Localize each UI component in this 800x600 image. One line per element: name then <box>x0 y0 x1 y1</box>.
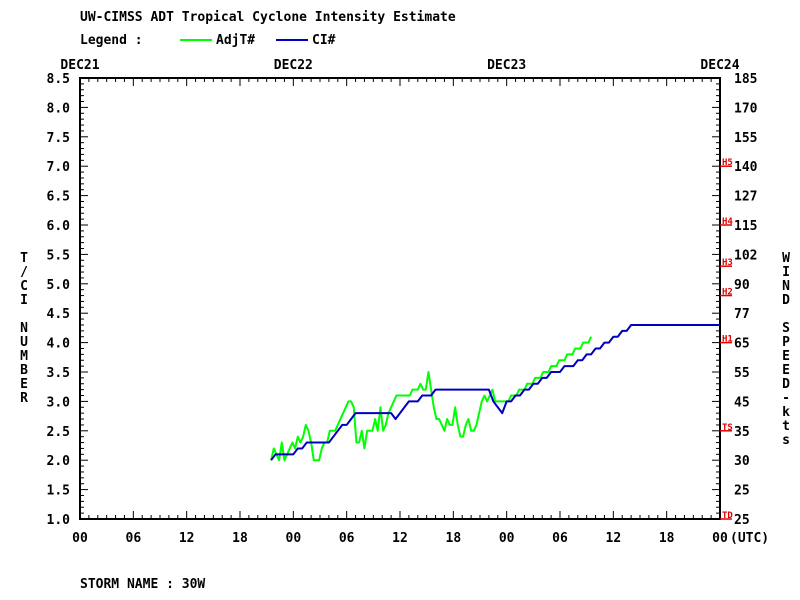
category-marker-label: H4 <box>722 217 733 227</box>
wind-axis-label-char: D <box>782 377 790 392</box>
ci-series-line <box>270 323 720 461</box>
wind-axis-label-char: t <box>782 419 790 434</box>
wind-axis-label-char: k <box>782 405 790 420</box>
wind-tick-label: 115 <box>734 219 757 234</box>
category-marker-label: H5 <box>722 158 733 168</box>
y-tick-label: 5.0 <box>47 278 71 293</box>
y-axis-label-char: R <box>20 391 28 406</box>
x-tick-label: 00 <box>286 531 302 546</box>
y-axis-left: 1.0 1.5 2.0 2.5 3.0 3.5 4.0 4.5 5.0 5.5 6.0 6.5 7.0 7… <box>47 72 720 528</box>
y-axis-label-char: I <box>20 293 28 308</box>
y-tick-label: 1.5 <box>47 484 70 499</box>
y-tick-label: 2.0 <box>47 454 71 469</box>
x-tick-label: 18 <box>232 531 248 546</box>
y-tick-label: 3.0 <box>47 395 71 410</box>
y-tick-label: 5.5 <box>47 248 70 263</box>
category-marker-label: TS <box>722 423 733 433</box>
wind-tick-label: 185 <box>734 72 757 87</box>
x-tick-label: 00 <box>712 531 728 546</box>
x-tick-label: 06 <box>339 531 355 546</box>
category-markers: TD TS H1 H2 H3 H4 H5 <box>720 158 733 521</box>
y-axis-label-char: E <box>20 377 28 392</box>
wind-tick-label: 127 <box>734 190 757 205</box>
wind-axis-label-char: E <box>782 363 790 378</box>
wind-tick-label: 90 <box>734 278 750 293</box>
date-labels: DEC21 DEC22 DEC23 DEC24 <box>60 58 739 73</box>
date-label: DEC21 <box>60 58 99 73</box>
wind-axis-label-char: - <box>782 391 790 406</box>
y-axis-label-char: / <box>20 265 28 280</box>
y-tick-label: 6.0 <box>47 219 71 234</box>
y-tick-label: 4.5 <box>47 307 70 322</box>
series-lines <box>270 323 720 462</box>
y-tick-label: 2.5 <box>47 425 70 440</box>
x-tick-label: 06 <box>552 531 568 546</box>
wind-axis-label-char: D <box>782 293 790 308</box>
chart-title: UW-CIMSS ADT Tropical Cyclone Intensity … <box>80 10 456 25</box>
plot-area-border <box>79 77 721 520</box>
category-marker-label: TD <box>722 511 733 521</box>
y-axis-right: 25 25 30 35 45 55 65 77 90 102 115 127 140 155 170 185 <box>734 72 758 528</box>
wind-axis-label-char: P <box>782 335 790 350</box>
x-tick-label: 18 <box>659 531 675 546</box>
y-tick-label: 8.5 <box>47 72 70 87</box>
y-tick-label: 8.0 <box>47 101 71 116</box>
y-axis-label-char: M <box>20 349 28 364</box>
storm-name: STORM NAME : 30W <box>80 577 205 592</box>
legend-title: Legend : <box>80 33 143 48</box>
y-tick-label: 4.0 <box>47 337 71 352</box>
y-axis-label-char: C <box>20 279 28 294</box>
date-label: DEC22 <box>274 58 313 73</box>
wind-tick-label: 102 <box>734 248 757 263</box>
wind-axis-label-char: I <box>782 265 790 280</box>
x-tick-label: 12 <box>392 531 408 546</box>
wind-tick-label: 155 <box>734 131 757 146</box>
wind-tick-label: 30 <box>734 454 750 469</box>
wind-tick-label: 140 <box>734 160 758 175</box>
y-tick-label: 7.0 <box>47 160 71 175</box>
category-marker-label: H3 <box>722 258 733 268</box>
plot-frame <box>79 77 721 520</box>
legend-label-ci: CI# <box>312 33 336 48</box>
date-label: DEC23 <box>487 58 526 73</box>
x-tick-label: 00 <box>72 531 88 546</box>
wind-axis-label-char: E <box>782 349 790 364</box>
y-tick-label: 1.0 <box>47 513 71 528</box>
legend-label-adjt: AdjT# <box>216 33 255 48</box>
wind-axis-label-char: S <box>782 321 790 336</box>
date-label: DEC24 <box>700 58 739 73</box>
wind-tick-label: 55 <box>734 366 750 381</box>
x-tick-label: 12 <box>179 531 195 546</box>
wind-tick-label: 45 <box>734 395 750 410</box>
y-axis-label-char: N <box>20 321 28 336</box>
wind-axis-label-char: N <box>782 279 790 294</box>
y-axis-label-char: T <box>20 251 28 266</box>
x-tick-label: 12 <box>606 531 622 546</box>
x-tick-label: 00 <box>499 531 515 546</box>
wind-tick-label: 77 <box>734 307 750 322</box>
x-axis-unit-label: (UTC) <box>730 531 769 546</box>
y-axis-label-char: U <box>20 335 28 350</box>
y-tick-label: 7.5 <box>47 131 70 146</box>
wind-tick-label: 170 <box>734 101 758 116</box>
y-tick-label: 3.5 <box>47 366 70 381</box>
wind-tick-label: 25 <box>734 484 750 499</box>
x-tick-label: 06 <box>126 531 142 546</box>
wind-axis-label-char: s <box>782 433 790 448</box>
y-axis-label-char: B <box>20 363 28 378</box>
x-axis: 00 06 12 18 00 06 12 18 00 06 12 18 00 (UTC) <box>72 78 769 546</box>
y-tick-label: 6.5 <box>47 190 70 205</box>
wind-tick-label: 25 <box>734 513 750 528</box>
x-tick-label: 18 <box>446 531 462 546</box>
wind-tick-label: 65 <box>734 337 750 352</box>
wind-axis-label-char: W <box>782 251 790 266</box>
category-marker-label: H2 <box>722 288 733 298</box>
category-marker-label: H1 <box>722 335 733 345</box>
wind-tick-label: 35 <box>734 425 750 440</box>
